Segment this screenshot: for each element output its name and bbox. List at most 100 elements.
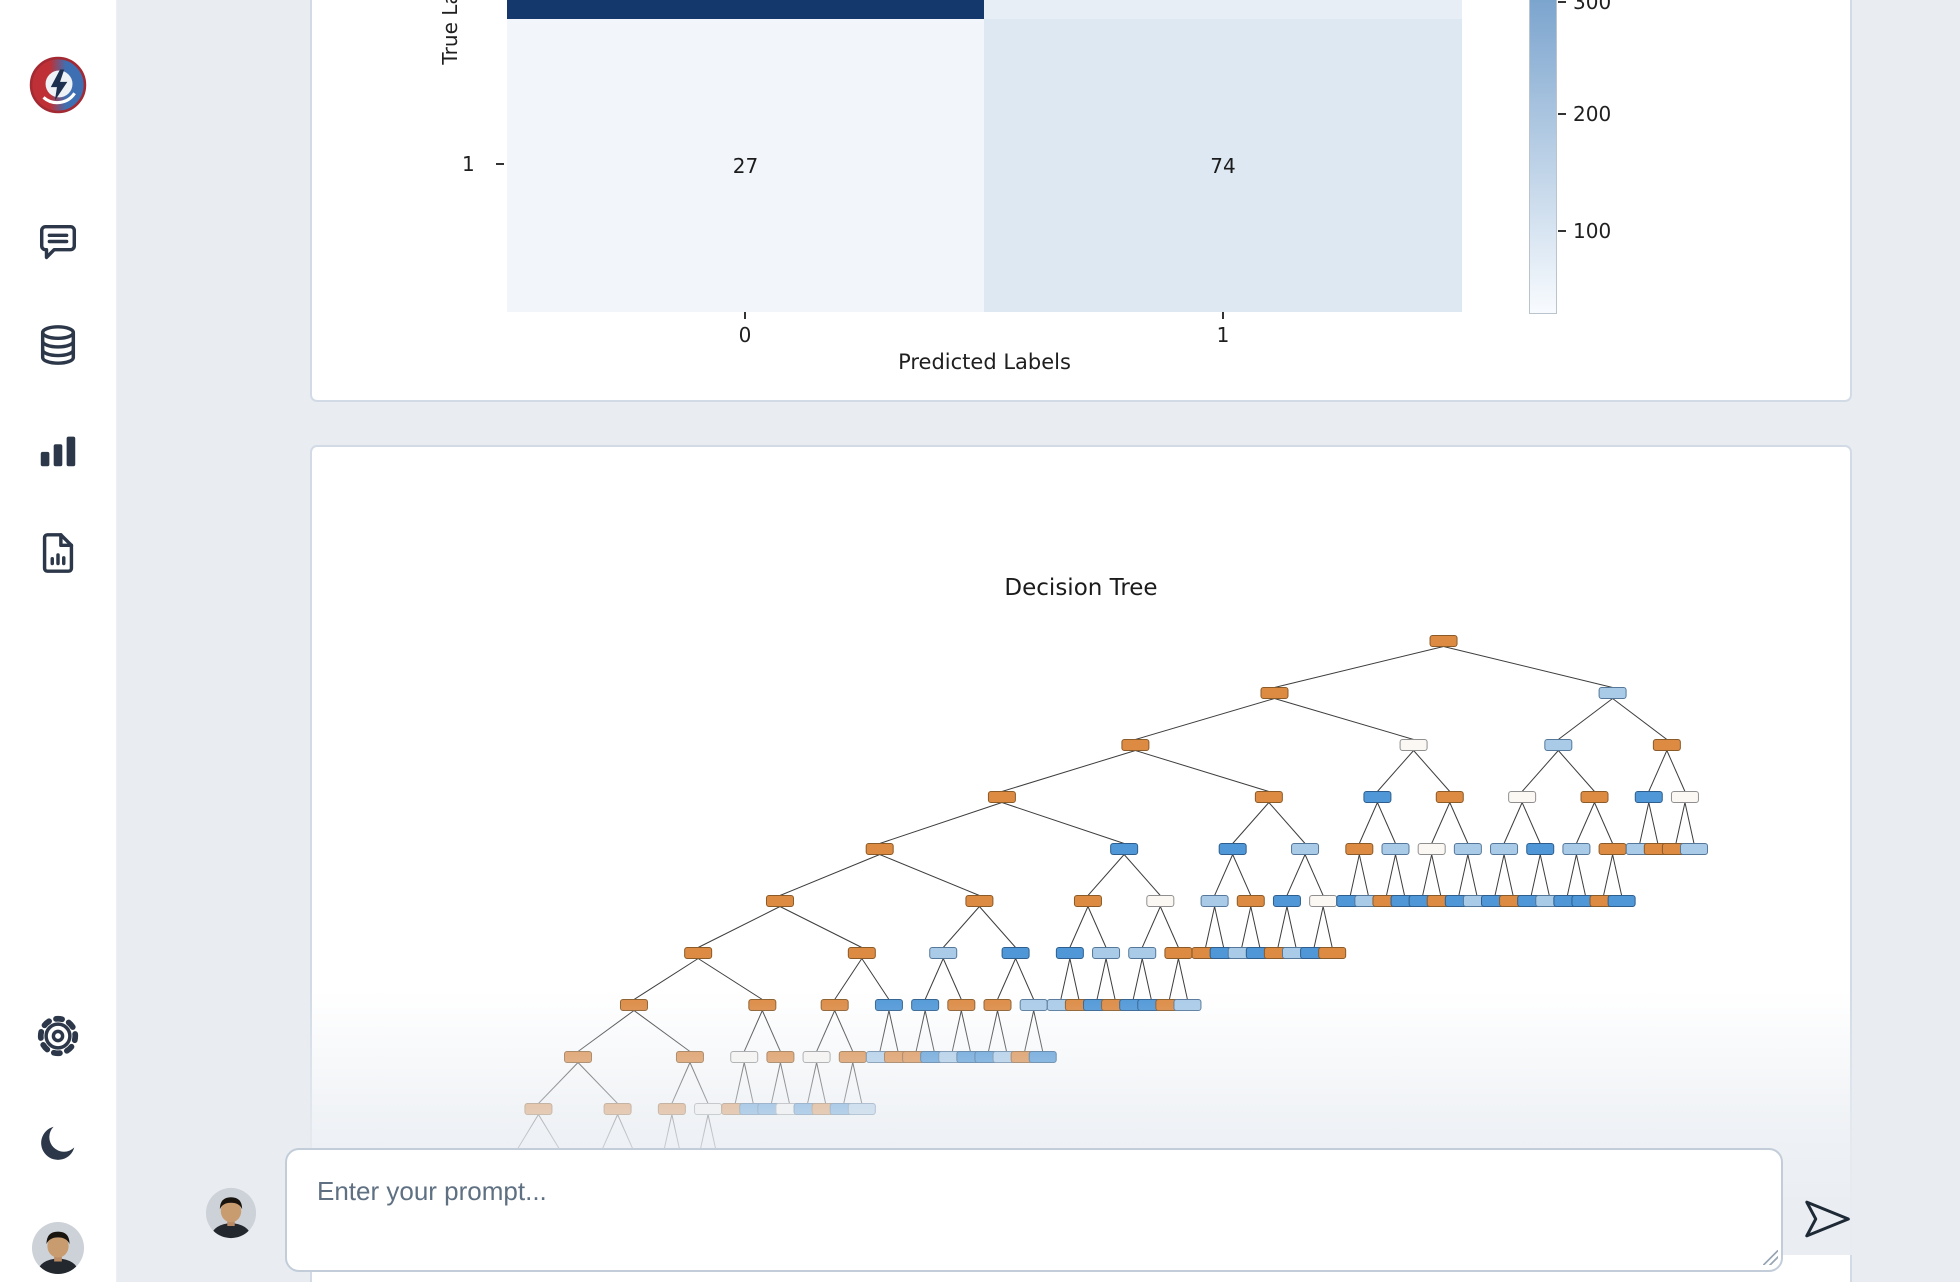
colorbar-tick: 100 bbox=[1558, 219, 1611, 243]
tree-edge bbox=[1666, 750, 1686, 792]
tree-node bbox=[1598, 687, 1627, 699]
sidebar-item-profile[interactable] bbox=[31, 1221, 85, 1275]
tree-node bbox=[564, 1051, 593, 1063]
y-tick-label: 1 bbox=[462, 152, 475, 176]
tree-edge bbox=[1033, 1010, 1044, 1052]
tree-node bbox=[911, 999, 940, 1011]
tree-node bbox=[1607, 895, 1636, 907]
tree-node bbox=[820, 999, 849, 1011]
tree-node bbox=[929, 947, 958, 959]
sidebar bbox=[0, 0, 117, 1282]
tree-edge bbox=[1557, 750, 1595, 792]
tree-edge bbox=[1603, 854, 1614, 896]
tree-node bbox=[684, 947, 713, 959]
tree-edge bbox=[1268, 802, 1306, 844]
sidebar-item-analytics[interactable] bbox=[35, 427, 81, 473]
tree-node bbox=[1345, 843, 1374, 855]
gear-icon bbox=[37, 1015, 79, 1057]
tree-edge bbox=[779, 906, 863, 948]
tree-node bbox=[1121, 739, 1150, 751]
tree-node bbox=[1110, 843, 1139, 855]
matrix-cell: 74 bbox=[984, 19, 1462, 312]
tree-edge bbox=[1060, 958, 1071, 1000]
prompt-input[interactable] bbox=[285, 1148, 1783, 1272]
sidebar-item-chat[interactable] bbox=[35, 220, 81, 266]
tree-edge bbox=[1494, 854, 1505, 896]
send-icon bbox=[1805, 1200, 1850, 1238]
tree-node bbox=[1580, 791, 1609, 803]
tree-edge bbox=[1566, 854, 1577, 896]
tree-node bbox=[987, 791, 1016, 803]
tree-edge bbox=[1377, 750, 1414, 792]
tree-node bbox=[1598, 843, 1627, 855]
tree-node bbox=[1453, 843, 1482, 855]
tree-edge bbox=[924, 958, 944, 1000]
resize-grip[interactable] bbox=[1763, 1250, 1778, 1265]
tree-edge bbox=[697, 958, 763, 1000]
tree-edge bbox=[671, 1062, 691, 1104]
tree-edge bbox=[1521, 750, 1559, 792]
tree-edge bbox=[1376, 802, 1396, 844]
y-axis-label: True Labels bbox=[438, 0, 462, 65]
tree-node bbox=[1272, 895, 1301, 907]
tree-node bbox=[1291, 843, 1320, 855]
tree-node bbox=[1092, 947, 1121, 959]
tree-edge bbox=[779, 854, 880, 896]
send-button[interactable] bbox=[1796, 1188, 1858, 1250]
tree-node bbox=[1260, 687, 1289, 699]
sidebar-item-dark-mode[interactable] bbox=[35, 1120, 81, 1166]
tree-edge bbox=[577, 1010, 635, 1052]
matrix-cell bbox=[984, 0, 1462, 19]
tree-edge bbox=[1250, 906, 1261, 948]
tree-edge bbox=[1241, 906, 1252, 948]
tree-node bbox=[619, 999, 648, 1011]
tree-node bbox=[1001, 947, 1030, 959]
tree-edge bbox=[779, 1062, 790, 1104]
tree-node bbox=[1381, 843, 1410, 855]
tree-edge bbox=[942, 958, 962, 1000]
x-axis-label: Predicted Labels bbox=[898, 350, 1071, 374]
tree-edge bbox=[1132, 958, 1143, 1000]
tree-node bbox=[802, 1051, 831, 1063]
tree-edge bbox=[879, 1010, 890, 1052]
sidebar-item-database[interactable] bbox=[35, 322, 81, 368]
tree-node bbox=[657, 1103, 686, 1115]
tree-edge bbox=[1286, 854, 1306, 896]
tree-edge bbox=[1422, 854, 1433, 896]
tree-edge bbox=[1467, 854, 1478, 896]
tree-edge bbox=[960, 1010, 971, 1052]
tree-edge bbox=[1001, 802, 1125, 844]
tree-node bbox=[1680, 843, 1708, 855]
tree-edge bbox=[1612, 698, 1668, 740]
tree-node bbox=[1073, 895, 1102, 907]
sidebar-item-logo[interactable] bbox=[29, 56, 87, 114]
tree-edge bbox=[942, 906, 980, 948]
tree-edge bbox=[924, 1010, 935, 1052]
tree-edge bbox=[861, 958, 890, 1000]
colorbar-ticks: 300 200 100 bbox=[1558, 0, 1648, 312]
colorbar bbox=[1529, 0, 1557, 314]
tree-node bbox=[847, 1103, 876, 1115]
tree-edge bbox=[1177, 958, 1188, 1000]
tree-edge bbox=[1087, 906, 1107, 948]
heatmap-grid: 27 74 bbox=[507, 0, 1462, 312]
user-avatar[interactable] bbox=[205, 1187, 257, 1239]
tree-node bbox=[1236, 895, 1265, 907]
sidebar-item-settings[interactable] bbox=[35, 1013, 81, 1059]
tree-edge bbox=[1503, 854, 1514, 896]
tree-edge bbox=[1575, 854, 1586, 896]
x-tick-1: 1 bbox=[1193, 312, 1253, 347]
tree-node bbox=[524, 1103, 553, 1115]
tree-edge bbox=[807, 1062, 818, 1104]
x-tick-mark bbox=[1222, 312, 1224, 319]
tree-edge bbox=[1385, 854, 1396, 896]
tree-node bbox=[1508, 791, 1537, 803]
tree-node bbox=[1670, 791, 1699, 803]
sidebar-item-report[interactable] bbox=[35, 530, 81, 576]
tree-node bbox=[1254, 791, 1283, 803]
tree-edge bbox=[979, 906, 1016, 948]
tree-edge bbox=[1349, 854, 1360, 896]
tree-edge bbox=[770, 1062, 781, 1104]
tree-edge bbox=[1205, 906, 1216, 948]
tree-edge bbox=[1304, 854, 1324, 896]
